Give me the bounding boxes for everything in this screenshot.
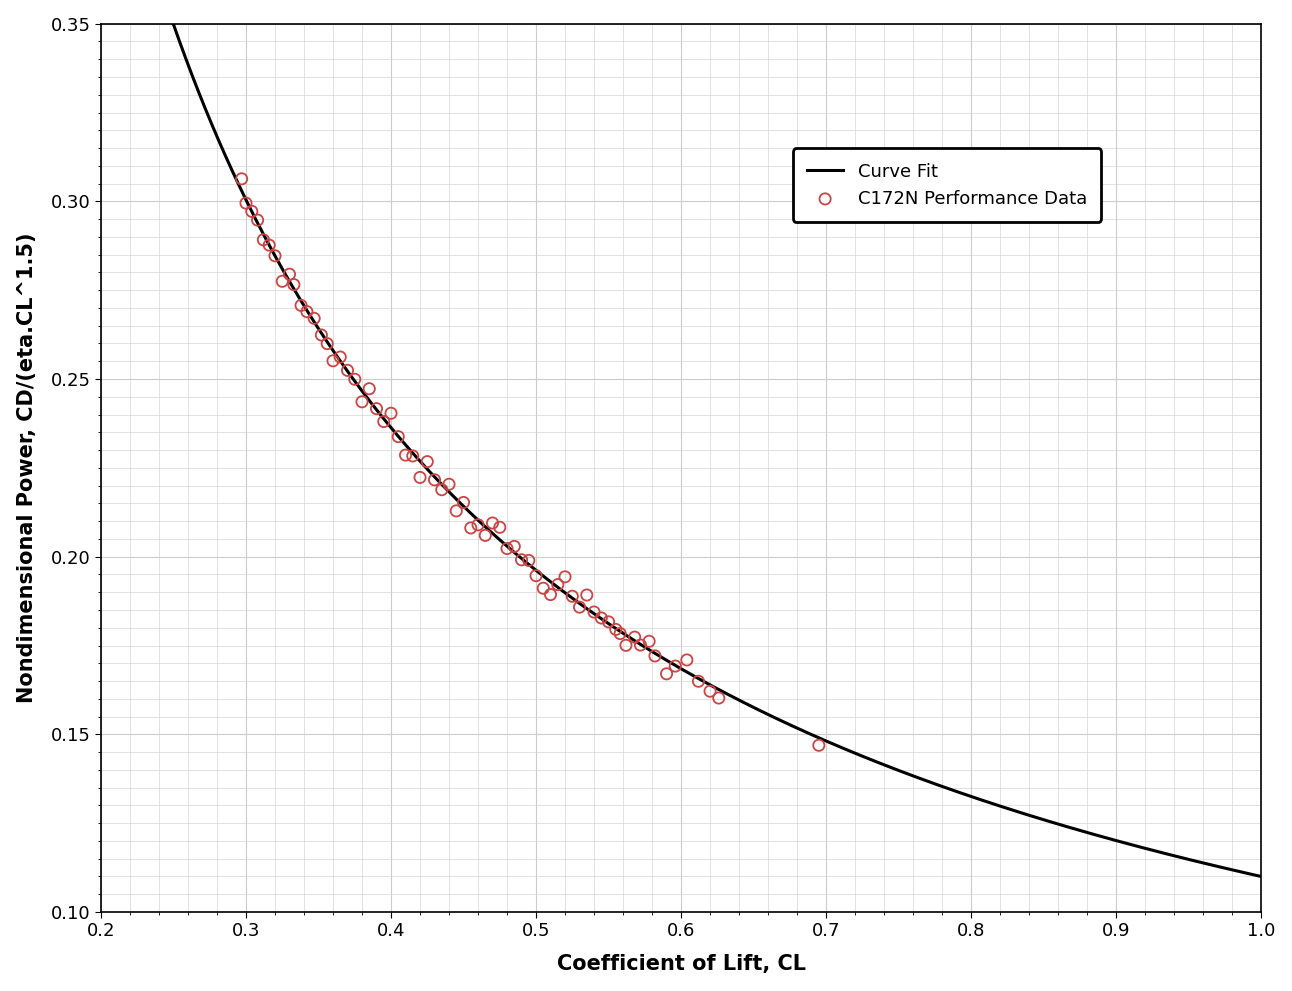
C172N Performance Data — [247, 212, 267, 228]
C172N Performance Data — [381, 405, 402, 421]
Legend: Curve Fit, C172N Performance Data: Curve Fit, C172N Performance Data — [792, 149, 1101, 222]
C172N Performance Data — [665, 658, 686, 674]
C172N Performance Data — [359, 381, 380, 396]
C172N Performance Data — [366, 400, 386, 416]
C172N Performance Data — [329, 349, 350, 365]
Curve Fit — [685, 670, 700, 682]
C172N Performance Data — [526, 568, 547, 584]
C172N Performance Data — [291, 297, 311, 313]
C172N Performance Data — [417, 454, 438, 470]
C172N Performance Data — [677, 652, 698, 668]
C172N Performance Data — [562, 589, 583, 605]
Curve Fit — [159, 0, 174, 9]
C172N Performance Data — [323, 353, 344, 369]
C172N Performance Data — [410, 470, 430, 486]
Curve Fit — [1227, 864, 1243, 876]
C172N Performance Data — [610, 625, 630, 641]
C172N Performance Data — [590, 610, 611, 626]
C172N Performance Data — [468, 517, 488, 533]
C172N Performance Data — [317, 336, 337, 352]
C172N Performance Data — [395, 447, 416, 463]
C172N Performance Data — [432, 482, 452, 497]
C172N Performance Data — [598, 613, 619, 629]
C172N Performance Data — [630, 637, 651, 653]
C172N Performance Data — [453, 495, 474, 510]
C172N Performance Data — [512, 552, 532, 568]
C172N Performance Data — [265, 248, 286, 264]
C172N Performance Data — [460, 520, 481, 536]
C172N Performance Data — [388, 429, 408, 445]
Curve Fit — [751, 704, 766, 716]
C172N Performance Data — [345, 372, 366, 387]
C172N Performance Data — [809, 737, 829, 753]
C172N Performance Data — [615, 637, 636, 653]
C172N Performance Data — [231, 170, 252, 186]
C172N Performance Data — [638, 633, 659, 649]
C172N Performance Data — [708, 690, 729, 706]
C172N Performance Data — [584, 605, 605, 620]
C172N Performance Data — [689, 673, 709, 689]
Y-axis label: Nondimensional Power, CD/(eta.CL^1.5): Nondimensional Power, CD/(eta.CL^1.5) — [17, 233, 36, 703]
C172N Performance Data — [253, 232, 274, 248]
C172N Performance Data — [242, 203, 262, 219]
X-axis label: Coefficient of Lift, CL: Coefficient of Lift, CL — [557, 954, 805, 974]
C172N Performance Data — [304, 310, 324, 326]
Curve Fit — [1056, 820, 1071, 831]
C172N Performance Data — [475, 527, 496, 543]
C172N Performance Data — [534, 581, 554, 597]
C172N Performance Data — [424, 472, 444, 488]
C172N Performance Data — [311, 327, 332, 343]
C172N Performance Data — [606, 621, 627, 637]
C172N Performance Data — [482, 515, 503, 531]
C172N Performance Data — [518, 553, 539, 569]
C172N Performance Data — [540, 587, 561, 603]
C172N Performance Data — [570, 600, 590, 615]
Curve Fit — [678, 666, 694, 678]
C172N Performance Data — [496, 541, 517, 557]
C172N Performance Data — [624, 629, 645, 645]
Curve Fit — [810, 731, 826, 743]
C172N Performance Data — [235, 195, 256, 211]
C172N Performance Data — [283, 276, 304, 292]
C172N Performance Data — [576, 587, 597, 603]
C172N Performance Data — [373, 413, 394, 429]
C172N Performance Data — [439, 477, 460, 493]
C172N Performance Data — [700, 683, 721, 699]
C172N Performance Data — [271, 274, 292, 289]
C172N Performance Data — [402, 448, 422, 464]
C172N Performance Data — [645, 648, 665, 664]
Curve Fit — [1253, 870, 1269, 882]
C172N Performance Data — [279, 267, 300, 282]
C172N Performance Data — [337, 363, 358, 379]
Line: Curve Fit: Curve Fit — [167, 3, 1261, 876]
C172N Performance Data — [656, 666, 677, 682]
C172N Performance Data — [258, 237, 279, 253]
C172N Performance Data — [554, 569, 575, 585]
C172N Performance Data — [297, 303, 318, 319]
C172N Performance Data — [446, 503, 466, 519]
C172N Performance Data — [504, 538, 525, 554]
C172N Performance Data — [490, 519, 510, 535]
C172N Performance Data — [548, 577, 568, 593]
C172N Performance Data — [351, 393, 372, 409]
